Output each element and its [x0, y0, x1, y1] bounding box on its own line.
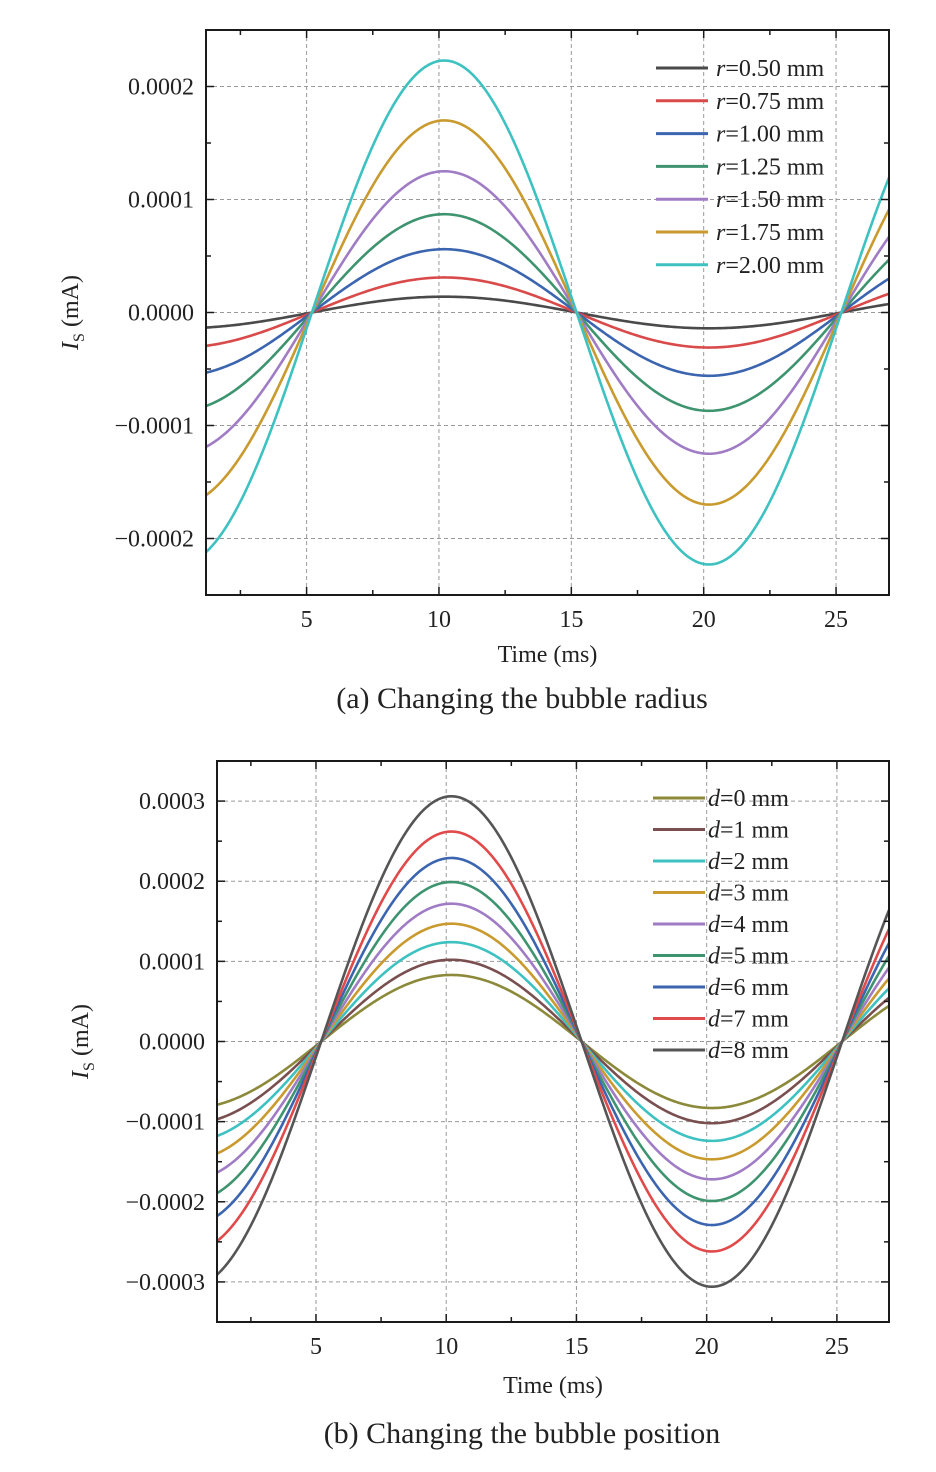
legend-label: d=8 mm: [708, 1038, 789, 1064]
x-tick-label: 15: [559, 607, 583, 633]
y-axis-symbol: I: [68, 1070, 94, 1080]
series-group: [217, 794, 889, 1289]
legend-label: d=3 mm: [708, 881, 789, 907]
figure-caption: (b) Changing the bubble position: [324, 1417, 721, 1450]
y-tick-label: −0.0003: [125, 1270, 205, 1296]
legend-label: d=2 mm: [708, 849, 789, 875]
series-line-r-1-75-mm: [206, 119, 889, 506]
series-line-r-1-25-mm: [206, 212, 889, 413]
x-tick-label: 15: [564, 1334, 588, 1360]
series-line-r-2-00-mm: [206, 59, 889, 566]
legend-label: r=0.50 mm: [716, 56, 825, 82]
legend-label: d=4 mm: [708, 912, 789, 938]
legend-label: d=6 mm: [708, 975, 789, 1001]
legend-label: r=1.75 mm: [716, 220, 825, 246]
series-line-r-1-50-mm: [206, 169, 889, 456]
grid: [217, 761, 889, 1322]
y-tick-label: −0.0001: [125, 1110, 205, 1136]
legend-label: r=1.50 mm: [716, 187, 825, 213]
y-axis-title: IS (mA): [68, 1004, 98, 1080]
legend-label: d=7 mm: [708, 1007, 789, 1033]
legend-label: r=1.25 mm: [716, 154, 825, 180]
x-tick-label: 20: [692, 607, 716, 633]
y-axis-symbol: I: [58, 341, 84, 351]
legend-label: d=0 mm: [708, 786, 789, 812]
y-tick-label: 0.0000: [128, 301, 194, 327]
y-tick-label: 0.0002: [139, 869, 205, 895]
x-tick-label: 10: [434, 1334, 458, 1360]
y-tick-label: 0.0002: [128, 75, 194, 101]
legend: d=0 mm d=1 mm d=2 mm d=3 mm d=4 mm d=5 mm d=6 …: [653, 786, 789, 1064]
y-tick-label: 0.0001: [128, 188, 194, 214]
y-axis-title: IS (mA): [58, 275, 88, 351]
series-line-d-8-mm: [217, 794, 889, 1289]
chart-a: 5 10 15 20 25 −0.0002 −0.0001 0.0000 0.0001 0.000…: [58, 29, 890, 715]
y-axis-subscript: S: [71, 333, 88, 342]
figure-caption: (a) Changing the bubble radius: [336, 682, 708, 715]
y-tick-label: 0.0001: [139, 949, 205, 975]
x-axis-title: Time (ms): [503, 1373, 603, 1399]
legend-label: r=0.75 mm: [716, 89, 825, 115]
series-line-r-0-50-mm: [206, 295, 889, 330]
y-tick-label: −0.0002: [114, 527, 194, 553]
axis-ticks: [217, 760, 889, 1322]
chart-b: 5 10 15 20 25 −0.0003 −0.0002 −0.0001 0.0000 0.00…: [68, 760, 890, 1450]
y-tick-label: 0.0000: [139, 1030, 205, 1056]
legend-label: d=1 mm: [708, 818, 789, 844]
x-tick-label: 25: [824, 607, 848, 633]
y-tick-label: 0.0003: [139, 789, 205, 815]
x-tick-label: 5: [310, 1334, 322, 1360]
x-tick-label: 5: [301, 607, 313, 633]
legend: r=0.50 mm r=0.75 mm r=1.00 mm r=1.25 mm r=1.…: [656, 56, 825, 279]
legend-label: r=1.00 mm: [716, 122, 825, 148]
axis-ticks: [206, 30, 889, 595]
y-axis-subscript: S: [81, 1062, 98, 1071]
legend-label: d=5 mm: [708, 944, 789, 970]
x-tick-label: 10: [427, 607, 451, 633]
x-tick-label: 20: [695, 1334, 719, 1360]
series-line-r-0-75-mm: [206, 276, 889, 349]
y-tick-label: −0.0001: [114, 414, 194, 440]
y-tick-label: −0.0002: [125, 1190, 205, 1216]
x-tick-label: 25: [825, 1334, 849, 1360]
legend-label: r=2.00 mm: [716, 253, 825, 279]
series-group: [206, 59, 889, 566]
y-axis-unit: (mA): [68, 1004, 94, 1062]
y-axis-unit: (mA): [58, 275, 84, 333]
x-axis-title: Time (ms): [498, 642, 598, 668]
series-line-r-1-00-mm: [206, 247, 889, 378]
